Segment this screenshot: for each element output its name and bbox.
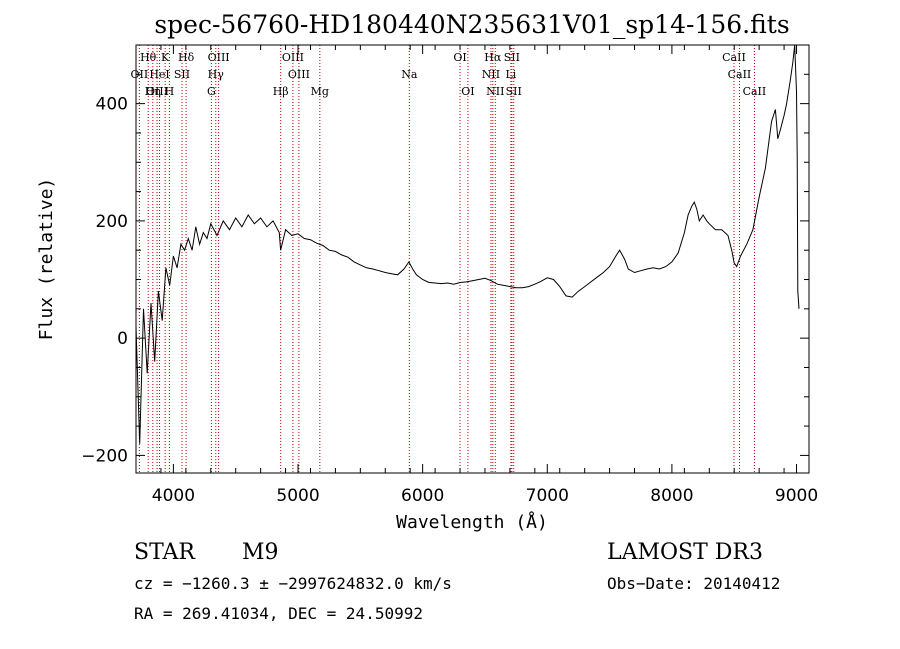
line-marker-label: H (165, 85, 175, 98)
x-tick-label: 5000 (276, 486, 319, 506)
chart-title: spec-56760-HD180440N235631V01_sp14-156.f… (154, 10, 789, 39)
redshift-readout: cz = −1260.3 ± −2997624832.0 km/s (134, 574, 452, 593)
line-marker-label: Hη (145, 85, 161, 98)
line-marker-label: OI (461, 85, 474, 98)
obs-date: Obs−Date: 20140412 (607, 574, 780, 593)
y-tick-label: −200 (81, 446, 128, 466)
coordinates: RA = 269.41034, DEC = 24.50992 (134, 604, 423, 623)
object-class: STAR (134, 540, 196, 565)
line-marker-label: Hβ (273, 85, 289, 98)
line-marker-label: NII (482, 68, 500, 81)
flux-series-line (135, 44, 800, 444)
line-marker-label: OIII (146, 85, 168, 98)
line-marker-label: OIII (208, 51, 230, 64)
line-marker-label: HeI (149, 68, 169, 81)
y-tick-label: 0 (117, 329, 128, 349)
line-marker-label: OI (453, 51, 466, 64)
line-marker-label: CaII (722, 51, 746, 64)
line-marker-label: Hθ (140, 51, 157, 64)
x-axis-label: Wavelength (Å) (396, 511, 548, 533)
line-marker-label: Hδ (178, 51, 195, 64)
line-marker-label: OIII (288, 68, 310, 81)
line-marker-label: Hα (484, 51, 502, 64)
y-axis-label: Flux (relative) (36, 178, 57, 341)
x-axis: 4000 5000 6000 7000 8000 9000 (135, 45, 818, 506)
line-marker-label: Na (401, 68, 418, 81)
line-marker-label: G (207, 85, 216, 98)
line-marker-label: CaII (743, 85, 767, 98)
y-axis: −200 0 200 400 (81, 44, 809, 466)
line-marker-label: SII (174, 68, 190, 81)
line-marker-label: K (161, 51, 170, 64)
line-marker-label: SII (506, 85, 522, 98)
x-tick-label: 8000 (650, 486, 693, 506)
y-tick-label: 400 (96, 95, 128, 115)
object-subclass: M9 (242, 540, 279, 565)
line-marker-label: CaII (728, 68, 752, 81)
line-marker-label: Mg (311, 85, 329, 98)
x-tick-label: 7000 (526, 486, 569, 506)
line-marker-label: Li (505, 68, 516, 81)
x-tick-label: 9000 (775, 486, 818, 506)
line-marker-label: SII (504, 51, 520, 64)
line-marker-label: Hγ (208, 68, 225, 81)
survey-name: LAMOST DR3 (607, 540, 763, 565)
line-marker-label: OIII (282, 51, 304, 64)
x-tick-label: 4000 (152, 486, 195, 506)
plot-frame (135, 44, 810, 474)
x-tick-label: 6000 (401, 486, 444, 506)
y-tick-label: 200 (96, 212, 128, 232)
line-marker-label: NII (486, 85, 504, 98)
